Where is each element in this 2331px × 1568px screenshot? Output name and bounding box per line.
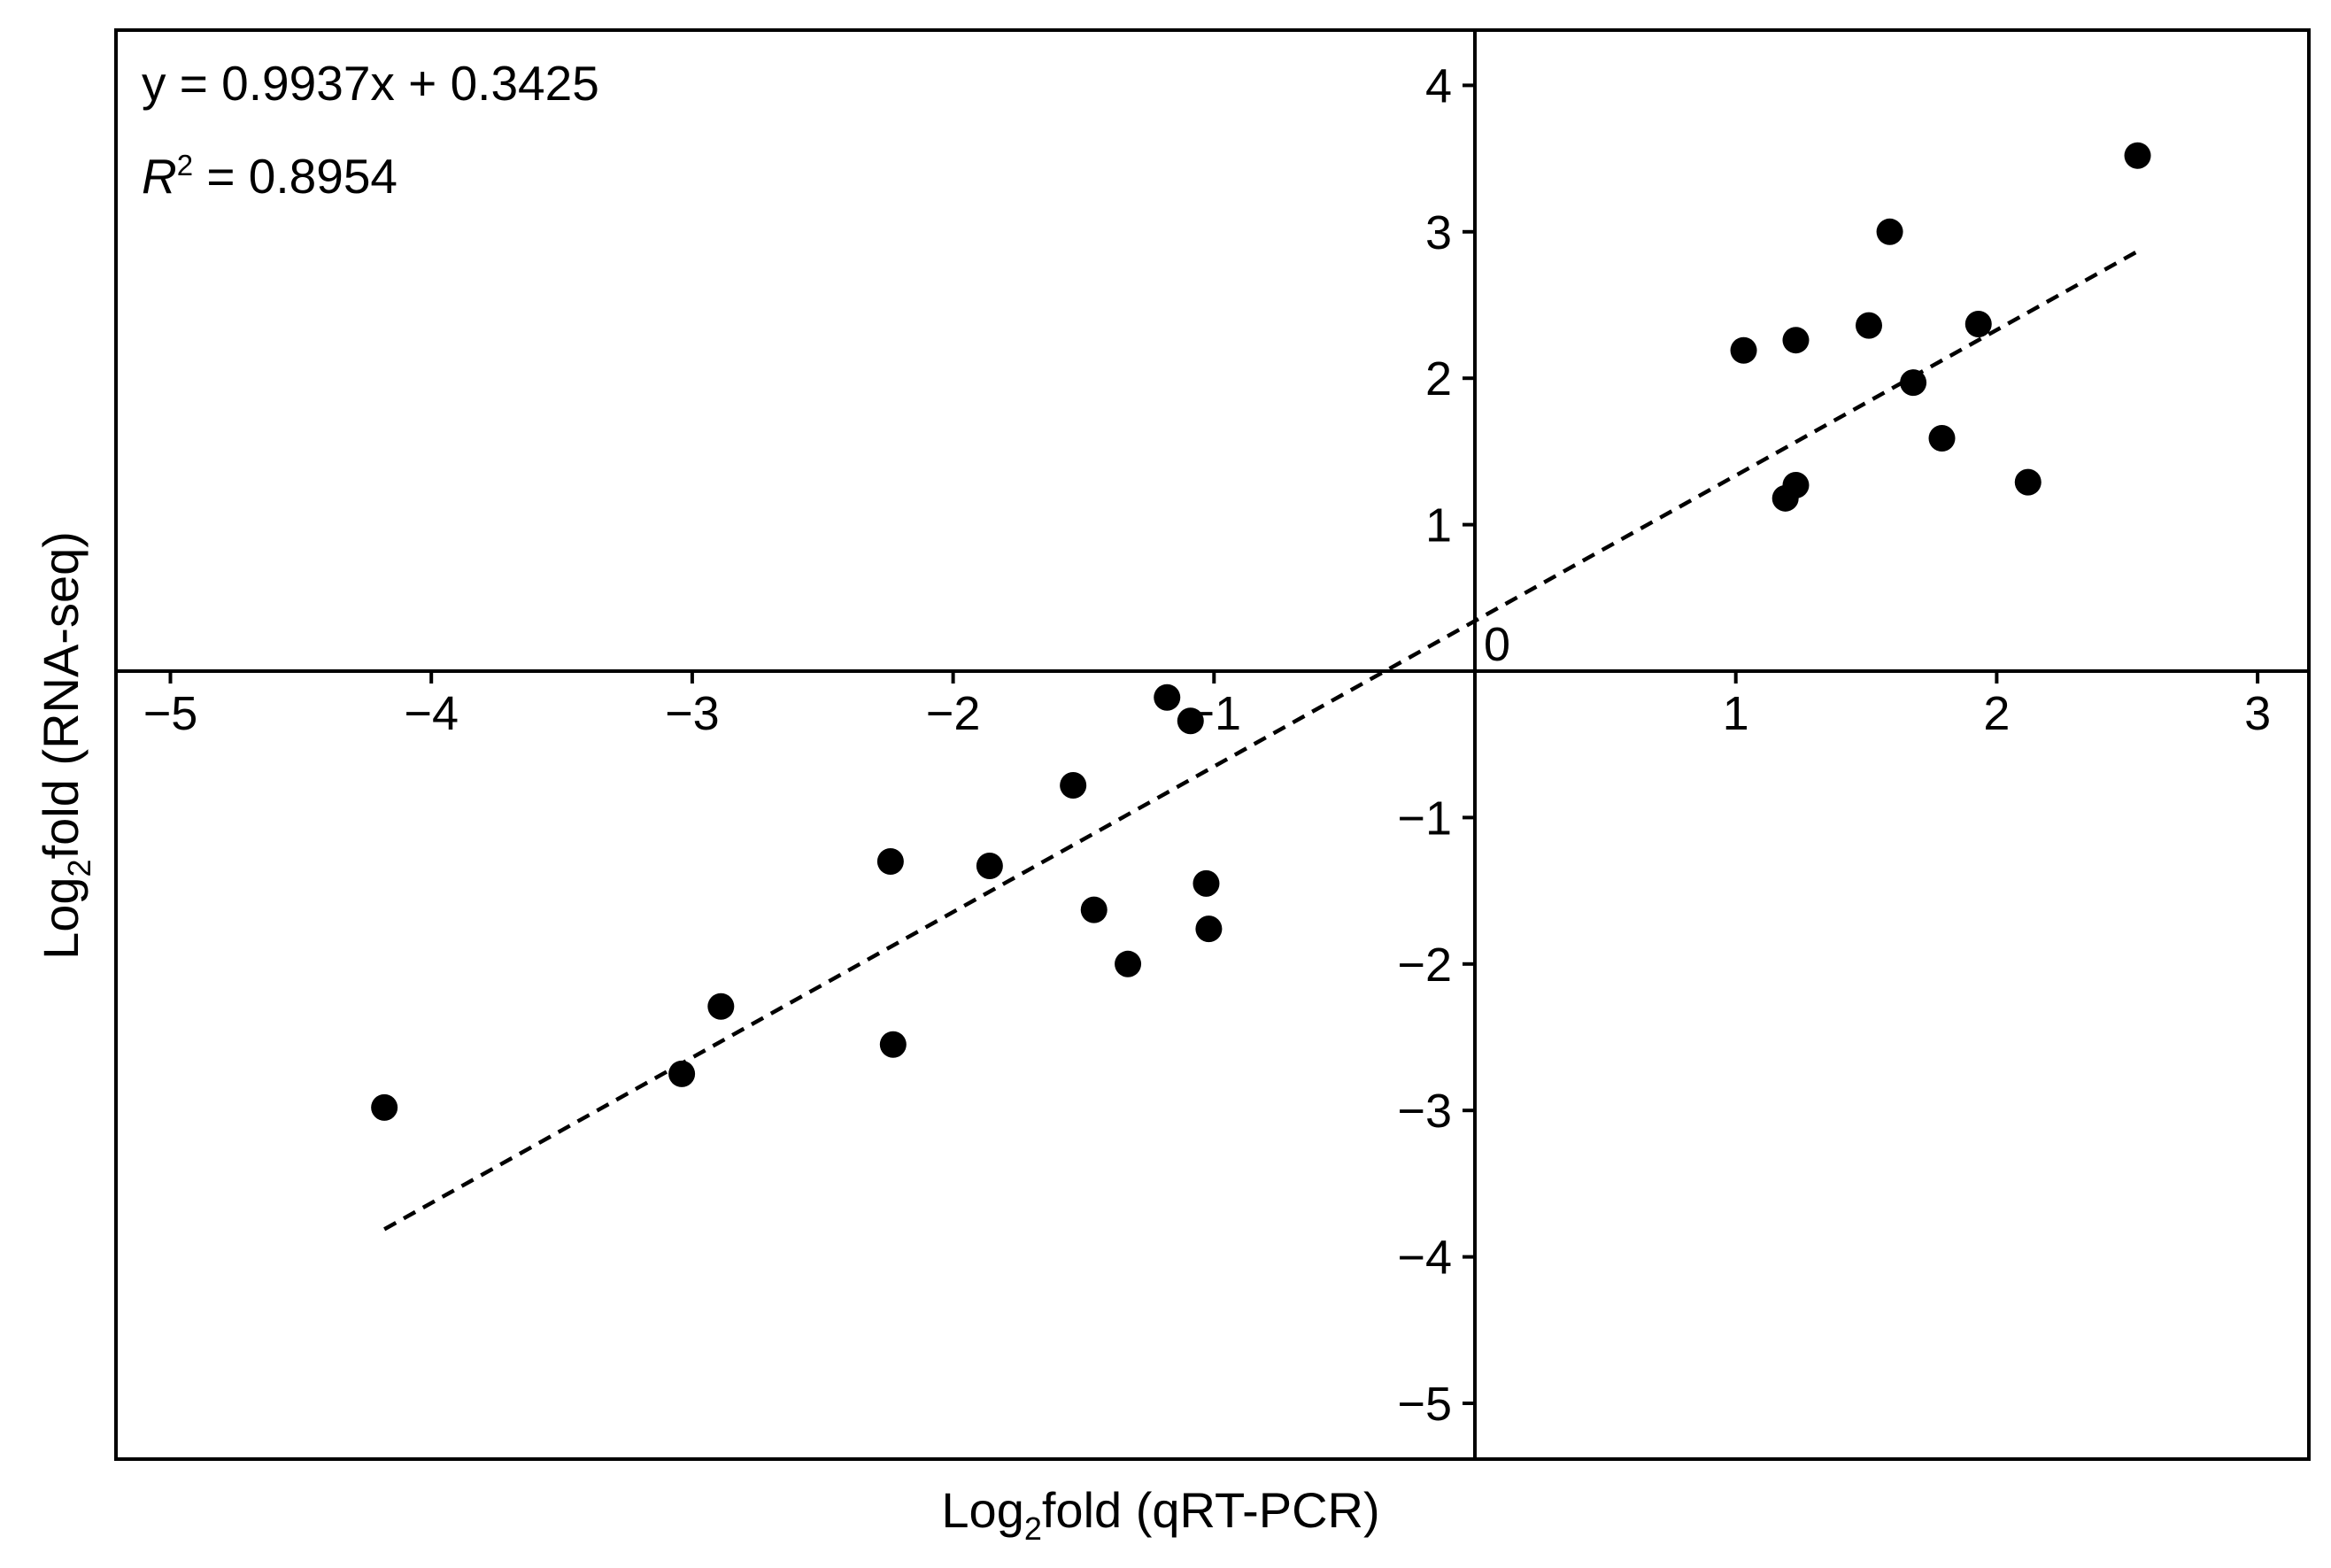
x-tick-label: −5 bbox=[143, 687, 198, 740]
x-axis-label: Log2fold (qRT-PCR) bbox=[941, 1482, 1379, 1547]
data-point bbox=[1154, 684, 1181, 711]
y-tick-label: 4 bbox=[1425, 59, 1452, 112]
y-axis-ticks: 4 3 2 1 −1 −2 −3 −4 −5 bbox=[1397, 59, 1475, 1431]
r-squared-symbol: R bbox=[142, 149, 177, 204]
x-tick-label: −3 bbox=[665, 687, 720, 740]
data-point bbox=[1193, 869, 1220, 897]
y-tick-label: −4 bbox=[1397, 1232, 1452, 1285]
data-point bbox=[976, 852, 1003, 879]
y-tick-label: −2 bbox=[1397, 938, 1452, 992]
plot-frame bbox=[114, 28, 2311, 1461]
y-tick-label: 1 bbox=[1425, 499, 1452, 552]
x-tick-label: −2 bbox=[926, 687, 981, 740]
data-point bbox=[2124, 142, 2151, 169]
data-point bbox=[1900, 369, 1927, 397]
data-point bbox=[1855, 312, 1882, 339]
data-point bbox=[876, 848, 904, 876]
regression-equation: y = 0.9937x + 0.3425 bbox=[142, 56, 599, 111]
data-point bbox=[1964, 311, 1992, 338]
y-tick-label: −3 bbox=[1397, 1085, 1452, 1138]
data-point bbox=[371, 1093, 398, 1121]
x-axis-label-base: Log bbox=[941, 1482, 1023, 1538]
x-axis-label-rest: fold (qRT-PCR) bbox=[1042, 1482, 1380, 1538]
x-tick-label: 3 bbox=[2244, 687, 2271, 740]
data-point bbox=[1928, 425, 1956, 452]
r-squared-superscript: 2 bbox=[177, 149, 193, 182]
regression-line bbox=[383, 248, 2142, 1232]
x-axis-label-subscript: 2 bbox=[1024, 1510, 1042, 1547]
data-point bbox=[1876, 218, 1903, 245]
data-point bbox=[2014, 468, 2042, 496]
y-tick-label: 2 bbox=[1425, 352, 1452, 406]
x-tick-label: 2 bbox=[1983, 687, 2010, 740]
data-point bbox=[1115, 950, 1142, 977]
data-point bbox=[1177, 707, 1204, 735]
data-point bbox=[668, 1060, 696, 1087]
data-point bbox=[707, 993, 735, 1020]
data-points bbox=[371, 142, 2151, 1121]
data-point bbox=[1730, 336, 1757, 364]
y-axis-label-rest: fold (RNA-seq) bbox=[33, 531, 89, 859]
data-point bbox=[1080, 896, 1108, 923]
data-point bbox=[1060, 772, 1087, 799]
x-tick-label: −4 bbox=[404, 687, 459, 740]
r-squared-annotation: R2 = 0.8954 bbox=[142, 149, 398, 204]
x-tick-label: 1 bbox=[1723, 687, 1749, 740]
data-point bbox=[879, 1031, 907, 1058]
origin-label: 0 bbox=[1484, 618, 1510, 671]
y-tick-label: −1 bbox=[1397, 792, 1452, 845]
data-point bbox=[1195, 915, 1223, 943]
r-squared-value: = 0.8954 bbox=[193, 149, 398, 204]
y-axis-label: Log2fold (RNA-seq) bbox=[33, 531, 97, 960]
y-tick-label: −5 bbox=[1397, 1378, 1452, 1431]
y-axis-label-subscript: 2 bbox=[61, 859, 97, 877]
data-point bbox=[1782, 327, 1810, 354]
y-tick-label: 3 bbox=[1425, 206, 1452, 259]
x-axis-ticks: −5 −4 −3 −2 −1 1 2 3 bbox=[143, 671, 2271, 740]
y-axis-label-base: Log bbox=[33, 877, 89, 959]
data-point bbox=[1782, 471, 1810, 498]
